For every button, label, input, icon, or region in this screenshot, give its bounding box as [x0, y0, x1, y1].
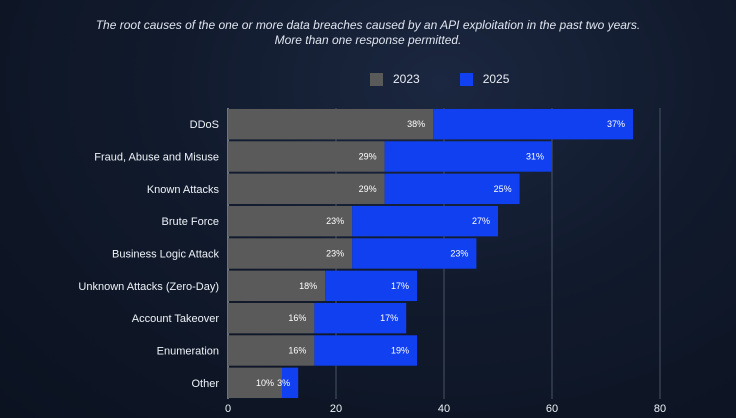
bar-2025-7 [314, 335, 417, 366]
legend-label-2025: 2025 [482, 72, 510, 86]
bar-2025-1 [384, 141, 552, 172]
bar-2023-4 [228, 238, 353, 269]
value-label-2023-0: 38% [407, 119, 425, 129]
x-tick-label-40: 40 [438, 403, 450, 415]
value-label-2023-8: 10% [256, 378, 274, 388]
chart-legend: 2023 2025 [370, 72, 549, 86]
value-label-2025-1: 31% [526, 152, 544, 162]
chart-title: The root causes of the one or more data … [0, 18, 736, 48]
category-label-2: Known Attacks [147, 184, 220, 196]
value-label-2025-6: 17% [380, 313, 398, 323]
value-label-2025-7: 19% [391, 346, 409, 356]
value-label-2023-5: 18% [299, 281, 317, 291]
value-label-2025-4: 23% [450, 249, 468, 259]
bar-2025-4 [352, 238, 477, 269]
bar-2023-0 [228, 108, 434, 140]
value-label-2023-1: 29% [359, 152, 377, 162]
x-tick-label-80: 80 [654, 403, 666, 415]
value-label-2025-2: 25% [494, 184, 512, 194]
category-label-6: Account Takeover [132, 313, 220, 325]
bar-2023-3 [228, 205, 353, 237]
value-label-2025-0: 37% [607, 119, 625, 129]
legend-item-2025: 2025 [459, 72, 510, 86]
value-label-2023-2: 29% [359, 184, 377, 194]
x-tick-label-60: 60 [546, 403, 558, 415]
bar-2025-8 [282, 367, 299, 399]
category-label-1: Fraud, Abuse and Misuse [94, 152, 219, 164]
bar-2025-3 [352, 205, 498, 237]
bar-2025-0 [433, 108, 633, 140]
category-label-8: Other [191, 378, 219, 390]
value-label-2023-7: 16% [288, 346, 306, 356]
value-label-2023-3: 23% [326, 216, 344, 226]
value-label-2025-3: 27% [472, 216, 490, 226]
legend-label-2023: 2023 [393, 72, 420, 86]
chart-title-line1: The root causes of the one or more data … [95, 18, 641, 32]
bar-2023-2 [228, 173, 385, 205]
value-label-2025-5: 17% [391, 281, 409, 291]
value-label-2025-8: 3% [277, 378, 290, 388]
x-tick-label-0: 0 [225, 403, 231, 415]
bar-2023-5 [228, 270, 326, 302]
category-label-0: DDoS [190, 119, 219, 131]
category-label-3: Brute Force [162, 216, 219, 228]
x-tick-label-20: 20 [330, 403, 342, 415]
bar-2025-5 [325, 270, 417, 302]
bar-2023-1 [228, 141, 385, 172]
legend-swatch-2025 [459, 72, 473, 86]
bar-2023-6 [228, 302, 315, 334]
legend-swatch-2023 [370, 72, 383, 86]
category-label-7: Enumeration [157, 346, 219, 358]
chart-title-line2: More than one response permitted. [274, 33, 462, 47]
category-label-5: Unknown Attacks (Zero-Day) [78, 281, 219, 293]
value-label-2023-4: 23% [326, 249, 344, 259]
bar-2023-7 [228, 335, 315, 366]
bar-2025-2 [384, 173, 520, 205]
legend-item-2023: 2023 [370, 72, 420, 86]
category-label-4: Business Logic Attack [112, 249, 220, 261]
bar-2023-8 [228, 367, 282, 399]
bar-2025-6 [314, 302, 407, 334]
value-label-2023-6: 16% [288, 313, 306, 323]
